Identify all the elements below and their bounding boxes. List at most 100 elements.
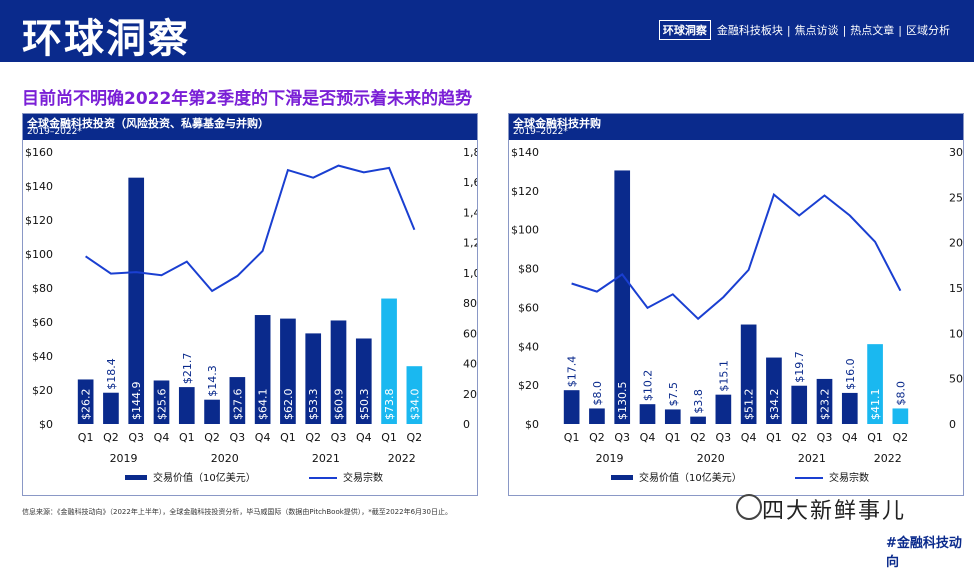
chart-investment: $0 $20 $40 $60 $80 $100 $120 $140 $160 0 200 400 600… <box>25 146 477 484</box>
bar-value-label: $3.8 <box>692 389 705 414</box>
bar <box>406 366 423 424</box>
x-tick-label: Q4 <box>255 431 271 444</box>
nav-separator: | <box>786 23 791 37</box>
bar <box>128 177 145 424</box>
y2-tick-label: 50 <box>949 373 963 386</box>
x-tick-label: Q2 <box>204 431 220 444</box>
y2-tick-label: 200 <box>949 237 963 250</box>
y-tick-label: $80 <box>518 263 539 276</box>
y2-tick-label: 600 <box>463 327 477 340</box>
bar-value-label: $34.2 <box>768 389 781 421</box>
y2-tick-label: 1,200 <box>463 237 477 250</box>
chart-panel-header: 全球金融科技并购 2019–2022* <box>509 114 963 140</box>
bar-value-label: $25.6 <box>156 389 169 421</box>
nav-item-active[interactable]: 环球洞察 <box>658 20 711 40</box>
y-tick-label: $100 <box>511 224 539 237</box>
bar <box>563 390 580 424</box>
bar <box>305 333 322 424</box>
y2-tick-label: 1,000 <box>463 267 477 280</box>
y-tick-label: $100 <box>25 248 53 261</box>
nav-separator: | <box>842 23 847 37</box>
bar-value-label: $18.4 <box>105 358 118 390</box>
y-tick-label: $140 <box>25 180 53 193</box>
year-label: 2019 <box>596 452 624 465</box>
source-note: 信息来源：《金融科技动向》（2022年上半年），全球金融科技投资分析，毕马威国际… <box>22 508 452 516</box>
x-tick-label: Q3 <box>716 431 732 444</box>
nav-item-articles[interactable]: 热点文章 <box>850 24 895 37</box>
chart-panel-investment: 全球金融科技投资（风险投资、私募基金与并购） 2019–2022* $0 $20 $… <box>22 113 478 496</box>
bar <box>254 315 271 424</box>
legend-swatch-bar <box>125 475 147 480</box>
bar <box>766 357 782 424</box>
x-tick-label: Q1 <box>280 431 296 444</box>
bar <box>740 324 757 424</box>
y2-tick-label: 800 <box>463 297 477 310</box>
nav-separator: | <box>898 23 902 37</box>
x-tick-label: Q3 <box>331 431 347 444</box>
bar-value-label: $130.5 <box>616 382 629 421</box>
bar <box>614 170 631 424</box>
x-tick-label: Q2 <box>690 431 706 444</box>
nav-item-fintech[interactable]: 金融科技板块 <box>716 24 783 37</box>
bar-value-label: $21.7 <box>181 353 194 385</box>
bar <box>204 399 220 424</box>
year-label: 2021 <box>798 452 826 465</box>
year-label: 2021 <box>312 452 340 465</box>
x-tick-label: Q1 <box>381 431 397 444</box>
bar <box>892 408 909 424</box>
y-tick-label: $20 <box>32 384 53 397</box>
nav-item-interviews[interactable]: 焦点访谈 <box>794 24 839 37</box>
legend-label: 交易价值（10亿美元） <box>639 471 742 484</box>
year-label: 2020 <box>697 452 725 465</box>
bar <box>103 392 119 424</box>
bar-value-label: $41.1 <box>869 389 882 421</box>
bar <box>791 385 808 424</box>
bar-value-label: $8.0 <box>894 381 907 406</box>
bar <box>178 387 195 424</box>
bar <box>664 409 681 424</box>
bar-value-label: $7.5 <box>667 382 680 407</box>
y-tick-label: $120 <box>25 214 53 227</box>
x-tick-label: Q4 <box>356 431 372 444</box>
x-tick-label: Q1 <box>179 431 195 444</box>
legend-label: 交易宗数 <box>343 471 383 484</box>
x-tick-label: Q1 <box>78 431 94 444</box>
year-label: 2020 <box>211 452 239 465</box>
bar-value-label: $62.0 <box>282 389 295 421</box>
bar-value-label: $51.2 <box>743 389 756 421</box>
nav-item-regional[interactable]: 区域分析 <box>906 24 950 37</box>
bar-value-label: $64.1 <box>257 389 270 421</box>
bar <box>229 377 246 424</box>
year-label: 2022 <box>874 452 902 465</box>
x-tick-label: Q4 <box>154 431 170 444</box>
series-line <box>85 164 416 293</box>
chart-ma: $0 $20 $40 $60 $80 $100 $120 $140 0 50 100 150 200 25… <box>511 146 963 484</box>
bar-value-label: $144.9 <box>130 382 143 421</box>
y-tick-label: $120 <box>511 185 539 198</box>
x-tick-label: Q2 <box>893 431 909 444</box>
year-label: 2022 <box>388 452 416 465</box>
x-tick-label: Q2 <box>791 431 807 444</box>
page-title: 环球洞察 <box>22 16 190 62</box>
wechat-icon <box>736 494 762 520</box>
bar <box>330 320 347 424</box>
section-nav: 环球洞察 金融科技板块 | 焦点访谈 | 热点文章 | 区域分析 <box>658 20 952 40</box>
y2-tick-label: 300 <box>949 146 963 159</box>
y-tick-label: $160 <box>25 146 53 159</box>
x-tick-label: Q1 <box>665 431 681 444</box>
bar-value-label: $53.3 <box>307 389 320 421</box>
legend-label: 交易宗数 <box>829 471 869 484</box>
y-tick-label: $40 <box>32 350 53 363</box>
bar <box>153 380 170 424</box>
bar <box>841 392 858 424</box>
bar <box>355 338 372 424</box>
bar-value-label: $50.3 <box>358 389 371 421</box>
y2-tick-label: 150 <box>949 282 963 295</box>
bar <box>690 416 706 424</box>
chart-panel-header: 全球金融科技投资（风险投资、私募基金与并购） 2019–2022* <box>23 114 477 140</box>
bar <box>280 318 296 424</box>
legend-swatch-bar <box>611 475 633 480</box>
x-tick-label: Q1 <box>766 431 782 444</box>
y-tick-label: $20 <box>518 379 539 392</box>
legend-label: 交易价值（10亿美元） <box>153 471 256 484</box>
